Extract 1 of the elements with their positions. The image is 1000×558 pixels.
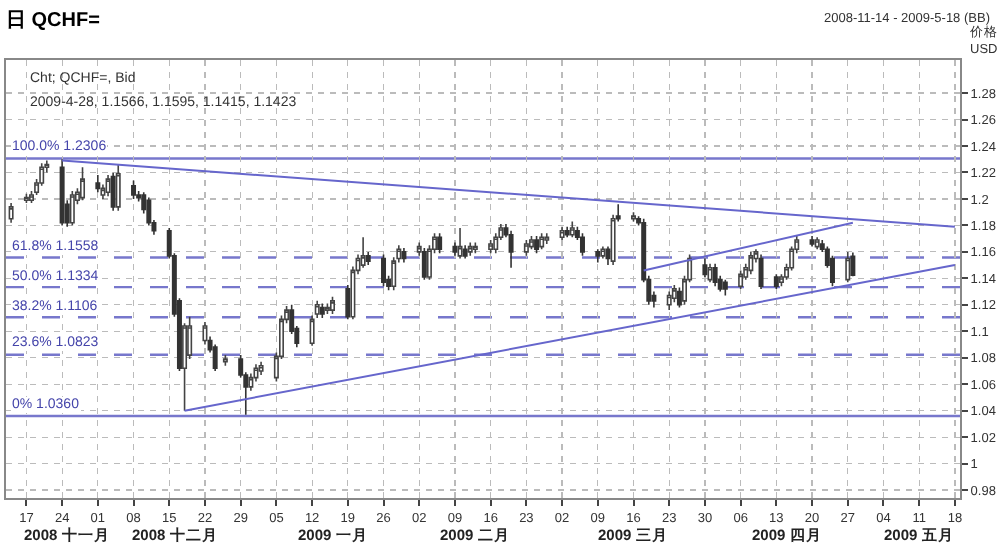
chart-title: 日 QCHF=	[6, 10, 101, 32]
